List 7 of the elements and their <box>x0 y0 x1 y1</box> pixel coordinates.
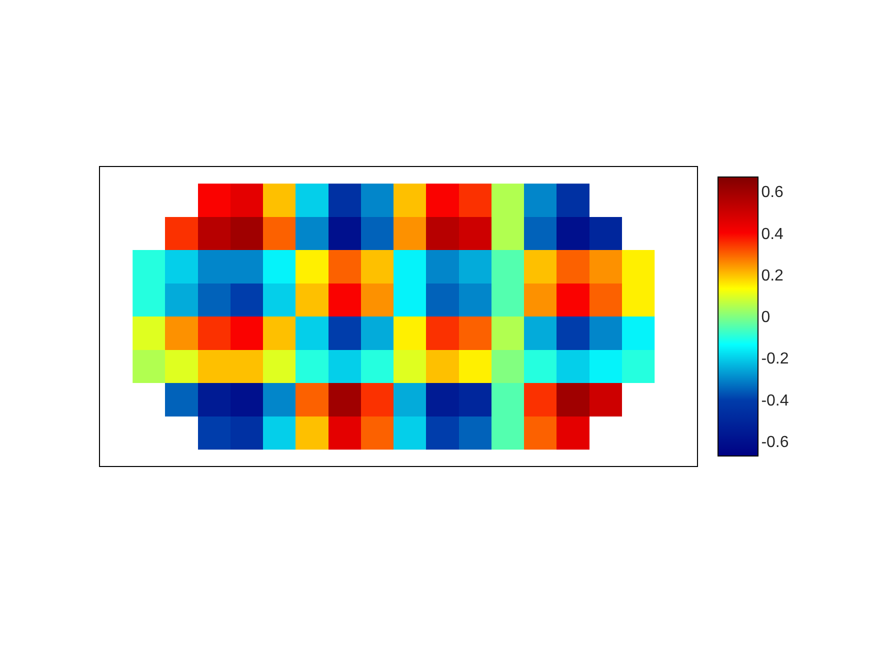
color-bar-label: 0.2 <box>761 267 784 284</box>
color-bar-label: 0.6 <box>761 184 784 202</box>
color-bar-label: -0.4 <box>761 392 789 410</box>
color-bar-label: 0 <box>761 309 770 326</box>
color-bar-label: -0.6 <box>761 434 789 452</box>
color-bar-label: -0.2 <box>761 350 789 368</box>
color-bar-label: 0.4 <box>761 226 784 243</box>
